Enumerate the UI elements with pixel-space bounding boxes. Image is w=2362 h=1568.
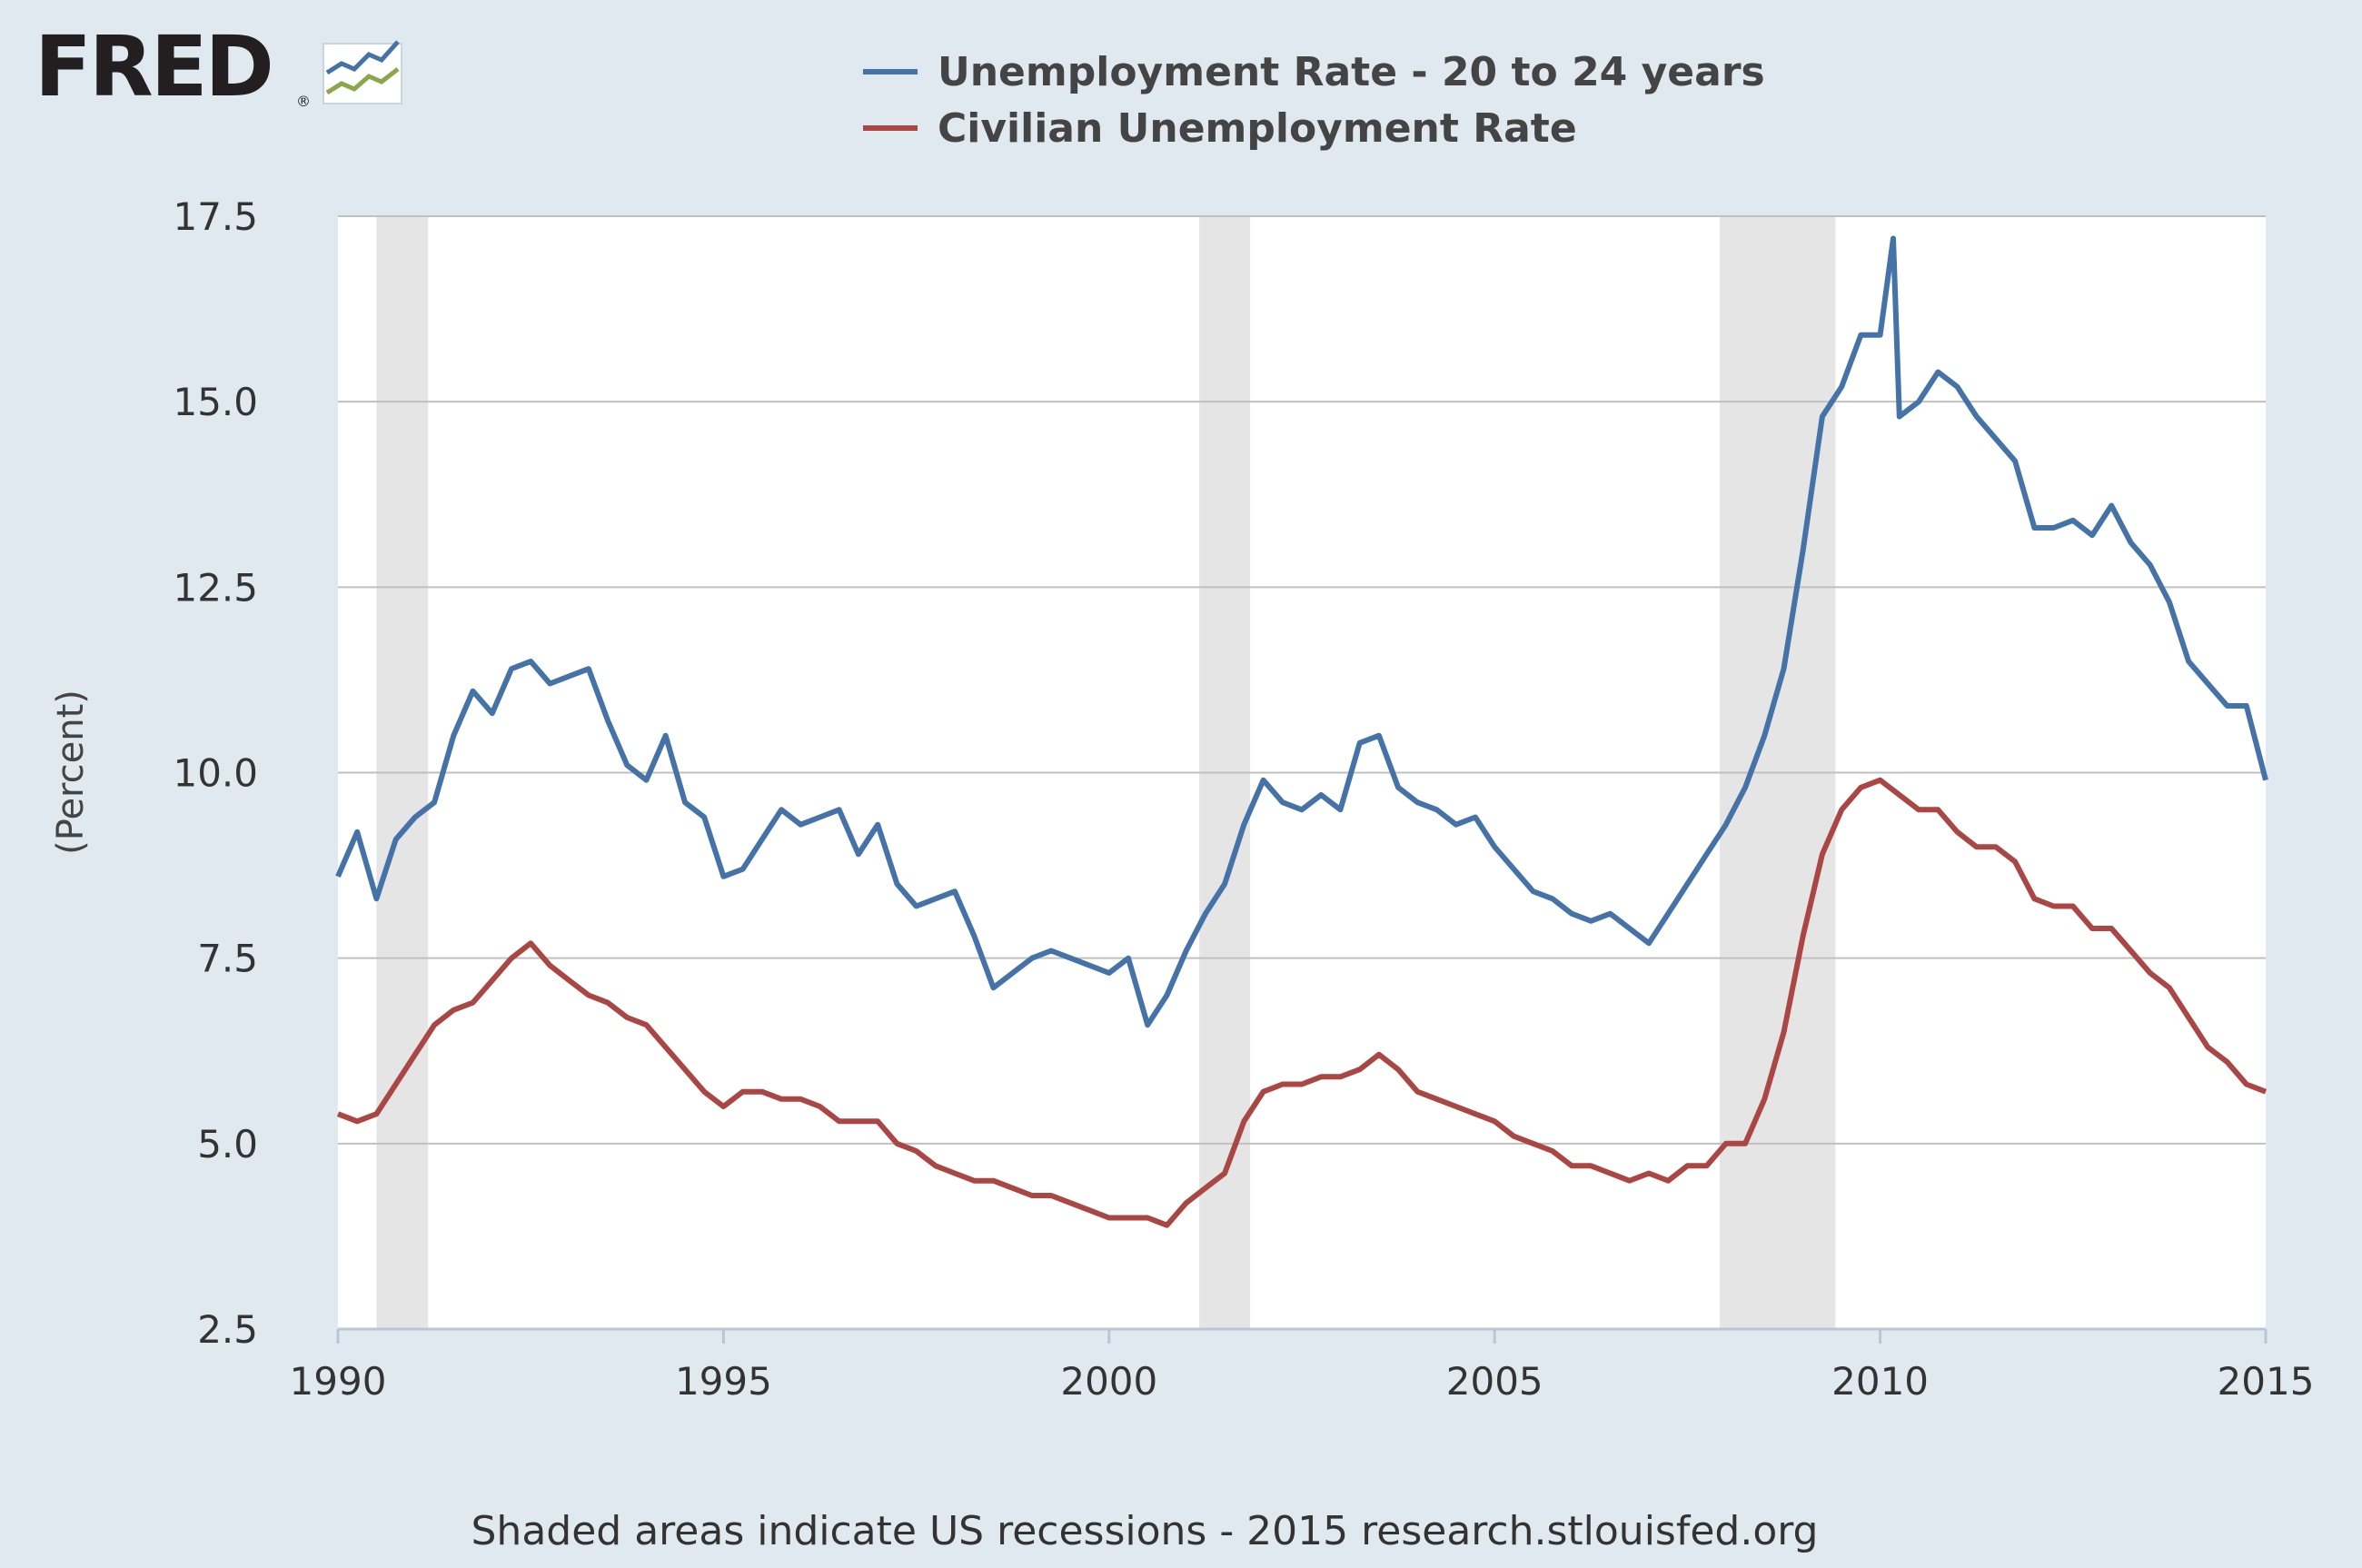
legend-swatch-civilian [863,125,918,131]
legend-item-civilian: Civilian Unemployment Rate [863,100,1765,156]
y-tick-label: 12.5 [173,565,258,610]
y-tick-label: 2.5 [197,1307,258,1352]
legend-label-civilian: Civilian Unemployment Rate [938,104,1577,152]
y-axis-label: (Percent) [50,690,92,855]
legend-label-youth: Unemployment Rate - 20 to 24 years [938,48,1765,95]
mini-chart-icon [323,40,402,104]
x-tick-label: 1995 [675,1359,772,1404]
series-line-1 [336,777,2268,1228]
chart-legend: Unemployment Rate - 20 to 24 years Civil… [863,44,1765,156]
y-tick-label: 7.5 [197,937,258,981]
fred-logo: FRED [35,18,274,115]
y-tick-label: 17.5 [173,194,258,239]
legend-item-youth: Unemployment Rate - 20 to 24 years [863,44,1765,100]
x-tick-label: 2000 [1060,1359,1157,1404]
y-tick-label: 10.0 [173,751,258,796]
series-line-0 [335,235,2268,1028]
legend-swatch-youth [863,69,918,74]
y-tick-label: 15.0 [173,380,258,424]
recession-note: Shaded areas indicate US recessions - 20… [471,1508,1819,1554]
x-tick-label: 1990 [290,1359,387,1404]
x-tick-label: 2015 [2218,1359,2315,1404]
y-tick-label: 5.0 [197,1122,258,1166]
x-tick-label: 2010 [1831,1359,1929,1404]
x-tick-label: 2005 [1446,1359,1543,1404]
registered-mark: ® [296,93,311,110]
